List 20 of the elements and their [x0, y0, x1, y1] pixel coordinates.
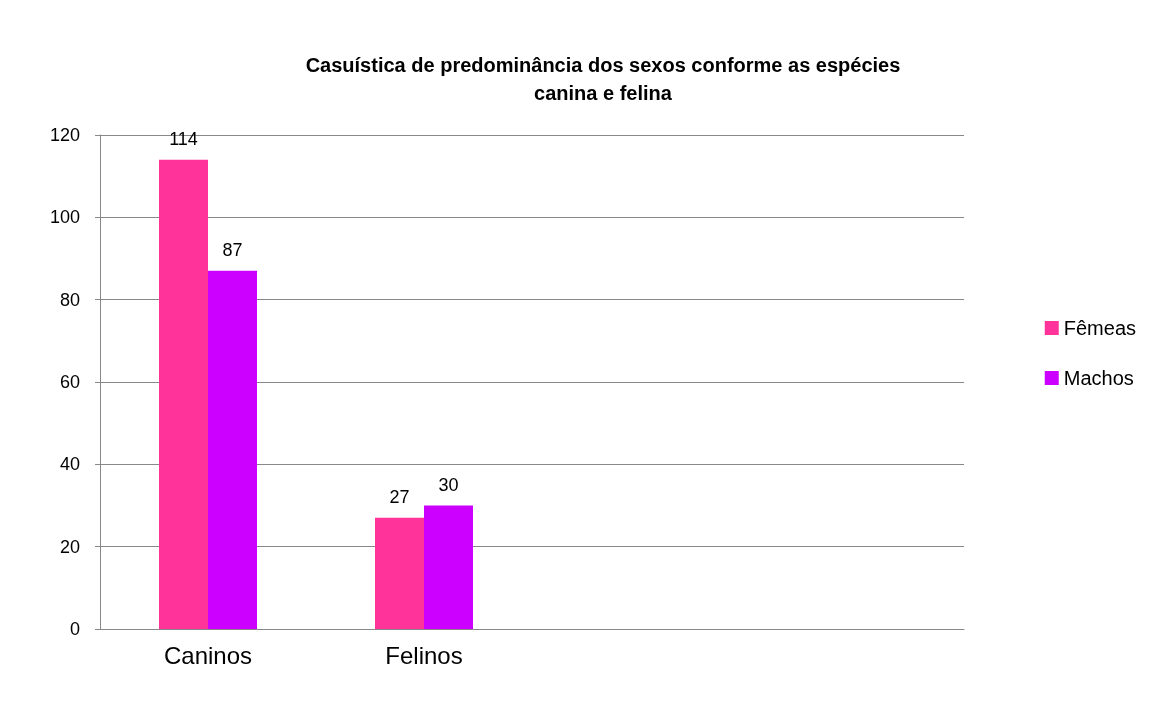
y-tick-label: 0	[69, 619, 80, 639]
data-label: 27	[389, 486, 410, 507]
chart-title: Casuística de predominância dos sexos conforme as espécies canina e felina	[305, 54, 901, 104]
y-tick-label: 80	[59, 289, 80, 310]
x-tick-label: Felinos	[385, 641, 463, 669]
legend-label: Fêmeas	[1063, 317, 1136, 339]
bar	[208, 270, 257, 629]
y-tick-label: 60	[59, 372, 80, 392]
data-label: 114	[169, 128, 198, 149]
bar	[424, 505, 473, 629]
y-tick-label: 100	[49, 207, 80, 228]
y-tick-label: 120	[49, 125, 80, 145]
bar	[159, 159, 208, 629]
legend-label: Machos	[1063, 367, 1134, 389]
y-tick-label: 20	[59, 536, 80, 557]
data-label: 30	[438, 474, 459, 495]
y-tick-label: 40	[59, 454, 80, 475]
x-tick-label: Caninos	[163, 641, 253, 669]
data-label: 87	[222, 239, 243, 260]
bar	[375, 517, 424, 629]
